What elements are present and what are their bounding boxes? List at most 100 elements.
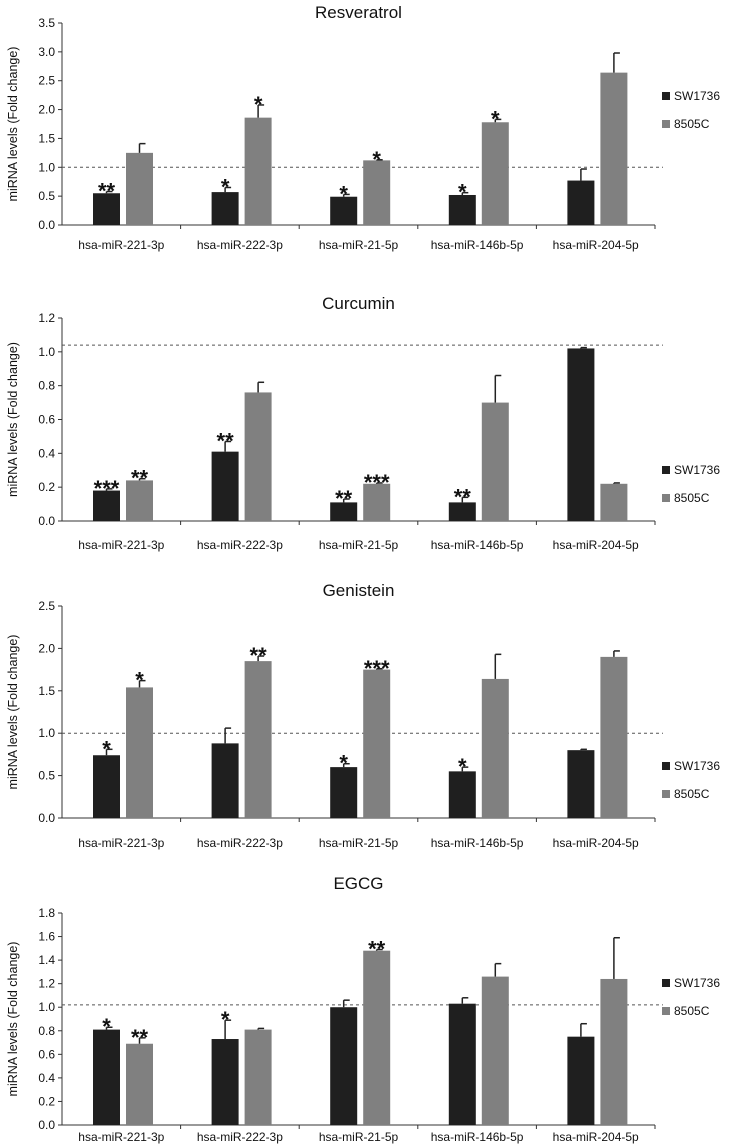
bar-8505c [600, 656, 628, 818]
y-tick-label: 2.0 [38, 641, 55, 655]
category-label: hsa-miR-222-3p [197, 836, 283, 850]
significance-marker: *** [94, 476, 120, 501]
bar-sw1736 [93, 193, 120, 225]
y-tick-label: 1.4 [38, 953, 55, 967]
y-tick-label: 2.5 [38, 599, 55, 613]
legend-label: SW1736 [674, 463, 720, 477]
category-label: hsa-miR-146b-5p [431, 836, 524, 850]
category-label: hsa-miR-221-3p [78, 836, 164, 850]
category-label: hsa-miR-222-3p [197, 1130, 283, 1144]
y-tick-label: 3.5 [38, 16, 55, 30]
significance-marker: * [102, 1014, 111, 1039]
bar-sw1736 [330, 767, 358, 818]
bar-8505c [244, 392, 272, 521]
bar-8505c [363, 483, 391, 521]
y-tick-label: 1.2 [38, 311, 55, 325]
y-tick-label: 0.0 [38, 1118, 55, 1132]
y-tick-label: 0.0 [38, 514, 55, 528]
y-tick-label: 0.5 [38, 769, 55, 783]
legend-swatch [662, 120, 670, 128]
significance-marker: ** [217, 428, 235, 453]
category-label: hsa-miR-221-3p [78, 238, 164, 252]
significance-marker: * [254, 92, 263, 117]
bar-sw1736 [93, 490, 120, 521]
bar-8505c [600, 72, 628, 226]
legend-label: SW1736 [674, 759, 720, 773]
category-label: hsa-miR-204-5p [553, 538, 639, 552]
category-label: hsa-miR-146b-5p [431, 538, 524, 552]
y-tick-label: 1.0 [38, 160, 55, 174]
y-tick-label: 0.4 [38, 1071, 55, 1085]
significance-marker: * [458, 180, 467, 205]
bar-sw1736 [211, 192, 239, 225]
chart-panel-resveratrol: Resveratrol miRNA levels (Fold change) 0.0… [6, 3, 720, 252]
category-label: hsa-miR-21-5p [319, 836, 399, 850]
category-label: hsa-miR-146b-5p [431, 1130, 524, 1144]
bar-sw1736 [211, 743, 239, 818]
bar-sw1736 [448, 1003, 476, 1125]
y-tick-label: 1.6 [38, 930, 55, 944]
significance-marker: *** [364, 470, 390, 495]
chart-title: Genistein [323, 581, 395, 600]
chart-panel-curcumin: Curcumin miRNA levels (Fold change) 0.0 0.2… [6, 294, 720, 552]
legend-swatch [662, 466, 670, 474]
bar-8505c [481, 402, 509, 521]
legend-swatch [662, 790, 670, 798]
category-label: hsa-miR-204-5p [553, 238, 639, 252]
bar-sw1736 [448, 502, 476, 521]
significance-marker: * [339, 181, 348, 206]
y-tick-label: 0.8 [38, 379, 55, 393]
bar-8505c [126, 1043, 153, 1125]
category-label: hsa-miR-21-5p [319, 1130, 399, 1144]
bar-8505c [481, 976, 509, 1125]
bar-sw1736 [448, 771, 476, 818]
y-tick-label: 2.0 [38, 103, 55, 117]
significance-marker: * [135, 668, 144, 693]
bar-8505c [126, 687, 153, 818]
y-tick-label: 1.0 [38, 345, 55, 359]
significance-marker: * [221, 1007, 230, 1032]
bar-sw1736 [448, 194, 476, 225]
legend-label: 8505C [674, 491, 710, 505]
chart-title: Resveratrol [315, 3, 402, 22]
legend-swatch [662, 494, 670, 502]
legend-swatch [662, 1007, 670, 1015]
bar-sw1736 [567, 750, 595, 818]
chart-title: Curcumin [322, 294, 395, 313]
significance-marker: ** [335, 486, 353, 511]
y-tick-label: 3.0 [38, 45, 55, 59]
category-label: hsa-miR-222-3p [197, 538, 283, 552]
category-label: hsa-miR-21-5p [319, 538, 399, 552]
y-tick-label: 0.0 [38, 811, 55, 825]
legend-label: SW1736 [674, 976, 720, 990]
bar-sw1736 [330, 196, 358, 225]
chart-panel-genistein: Genistein miRNA levels (Fold change) 0.0 0.… [6, 581, 720, 850]
y-axis-label: miRNA levels (Fold change) [6, 342, 20, 497]
y-tick-label: 0.6 [38, 1047, 55, 1061]
legend-swatch [662, 92, 670, 100]
bar-8505c [126, 152, 153, 225]
category-label: hsa-miR-221-3p [78, 1130, 164, 1144]
significance-marker: * [458, 754, 467, 779]
bar-sw1736 [211, 451, 239, 521]
category-label: hsa-miR-146b-5p [431, 238, 524, 252]
bar-8505c [363, 160, 391, 225]
category-label: hsa-miR-204-5p [553, 836, 639, 850]
y-tick-label: 0.8 [38, 1024, 55, 1038]
bar-8505c [600, 483, 628, 521]
bar-8505c [363, 669, 391, 818]
significance-marker: *** [364, 656, 390, 681]
bar-8505c [363, 950, 391, 1125]
y-tick-label: 1.5 [38, 684, 55, 698]
bar-sw1736 [211, 1039, 239, 1125]
y-tick-label: 1.0 [38, 726, 55, 740]
chart-panel-egcg: EGCG miRNA levels (Fold change) 0.0 0.2 0.4 0… [6, 874, 720, 1144]
significance-marker: * [102, 736, 111, 761]
significance-marker: ** [98, 179, 116, 204]
category-label: hsa-miR-222-3p [197, 238, 283, 252]
significance-marker: ** [250, 643, 268, 668]
category-label: hsa-miR-204-5p [553, 1130, 639, 1144]
bar-8505c [481, 122, 509, 225]
y-tick-label: 0.5 [38, 189, 55, 203]
